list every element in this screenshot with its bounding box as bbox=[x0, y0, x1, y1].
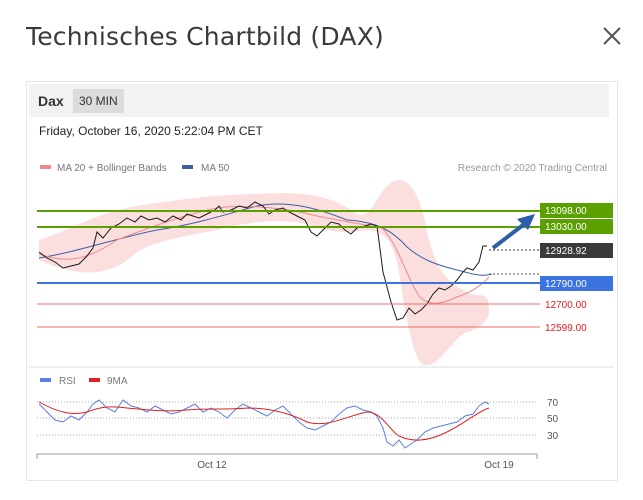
ma20-line bbox=[38, 205, 490, 304]
projection-arrow bbox=[491, 220, 529, 250]
resistance-label-1: 13098.00 bbox=[545, 206, 587, 217]
x-tick-oct12: Oct 12 bbox=[197, 460, 227, 471]
arrow-head-icon bbox=[517, 214, 535, 230]
chart-timestamp: Friday, October 16, 2020 5:22:04 PM CET bbox=[39, 124, 263, 138]
symbol-label: Dax bbox=[38, 93, 64, 109]
credit-text: Research © 2020 Trading Central bbox=[458, 163, 607, 174]
close-icon[interactable] bbox=[598, 22, 626, 50]
rsi-tick-70: 70 bbox=[547, 398, 559, 409]
support-label-bg bbox=[540, 276, 613, 291]
rsi-ma-legend: 9MA bbox=[107, 376, 128, 387]
rsi-legend-swatch bbox=[40, 378, 51, 382]
last-price-label: 12928.92 bbox=[545, 246, 587, 257]
x-tick-oct19: Oct 19 bbox=[484, 460, 514, 471]
price-chart: MA 20 + Bollinger Bands MA 50 Research ©… bbox=[29, 163, 613, 471]
last-price-label-bg bbox=[540, 243, 613, 258]
rsi-tick-30: 30 bbox=[547, 431, 559, 442]
ma50-legend-swatch bbox=[182, 165, 193, 169]
dialog-title: Technisches Chartbild (DAX) bbox=[26, 22, 384, 51]
ma20-legend: MA 20 + Bollinger Bands bbox=[57, 163, 167, 174]
resistance-label-2: 13030.00 bbox=[545, 222, 587, 233]
chart-panel: Dax 30 MIN Friday, October 16, 2020 5:22… bbox=[26, 81, 618, 481]
close-button[interactable] bbox=[598, 22, 626, 50]
ma20-legend-swatch bbox=[40, 165, 51, 169]
resistance-label-2-bg bbox=[540, 219, 613, 234]
rsi-ma-legend-swatch bbox=[89, 378, 100, 382]
target-label-1: 12700.00 bbox=[545, 300, 587, 311]
target-label-2: 12599.00 bbox=[545, 323, 587, 334]
resistance-label-1-bg bbox=[540, 203, 613, 218]
price-series bbox=[38, 201, 487, 321]
rsi-legend: RSI bbox=[59, 376, 76, 387]
chart-toolbar: Dax 30 MIN bbox=[29, 84, 609, 117]
support-label: 12790.00 bbox=[545, 279, 587, 290]
ma50-legend: MA 50 bbox=[201, 163, 230, 174]
rsi-tick-50: 50 bbox=[547, 414, 559, 425]
rsi-ma-line bbox=[38, 401, 490, 441]
interval-selector[interactable]: 30 MIN bbox=[73, 89, 124, 113]
